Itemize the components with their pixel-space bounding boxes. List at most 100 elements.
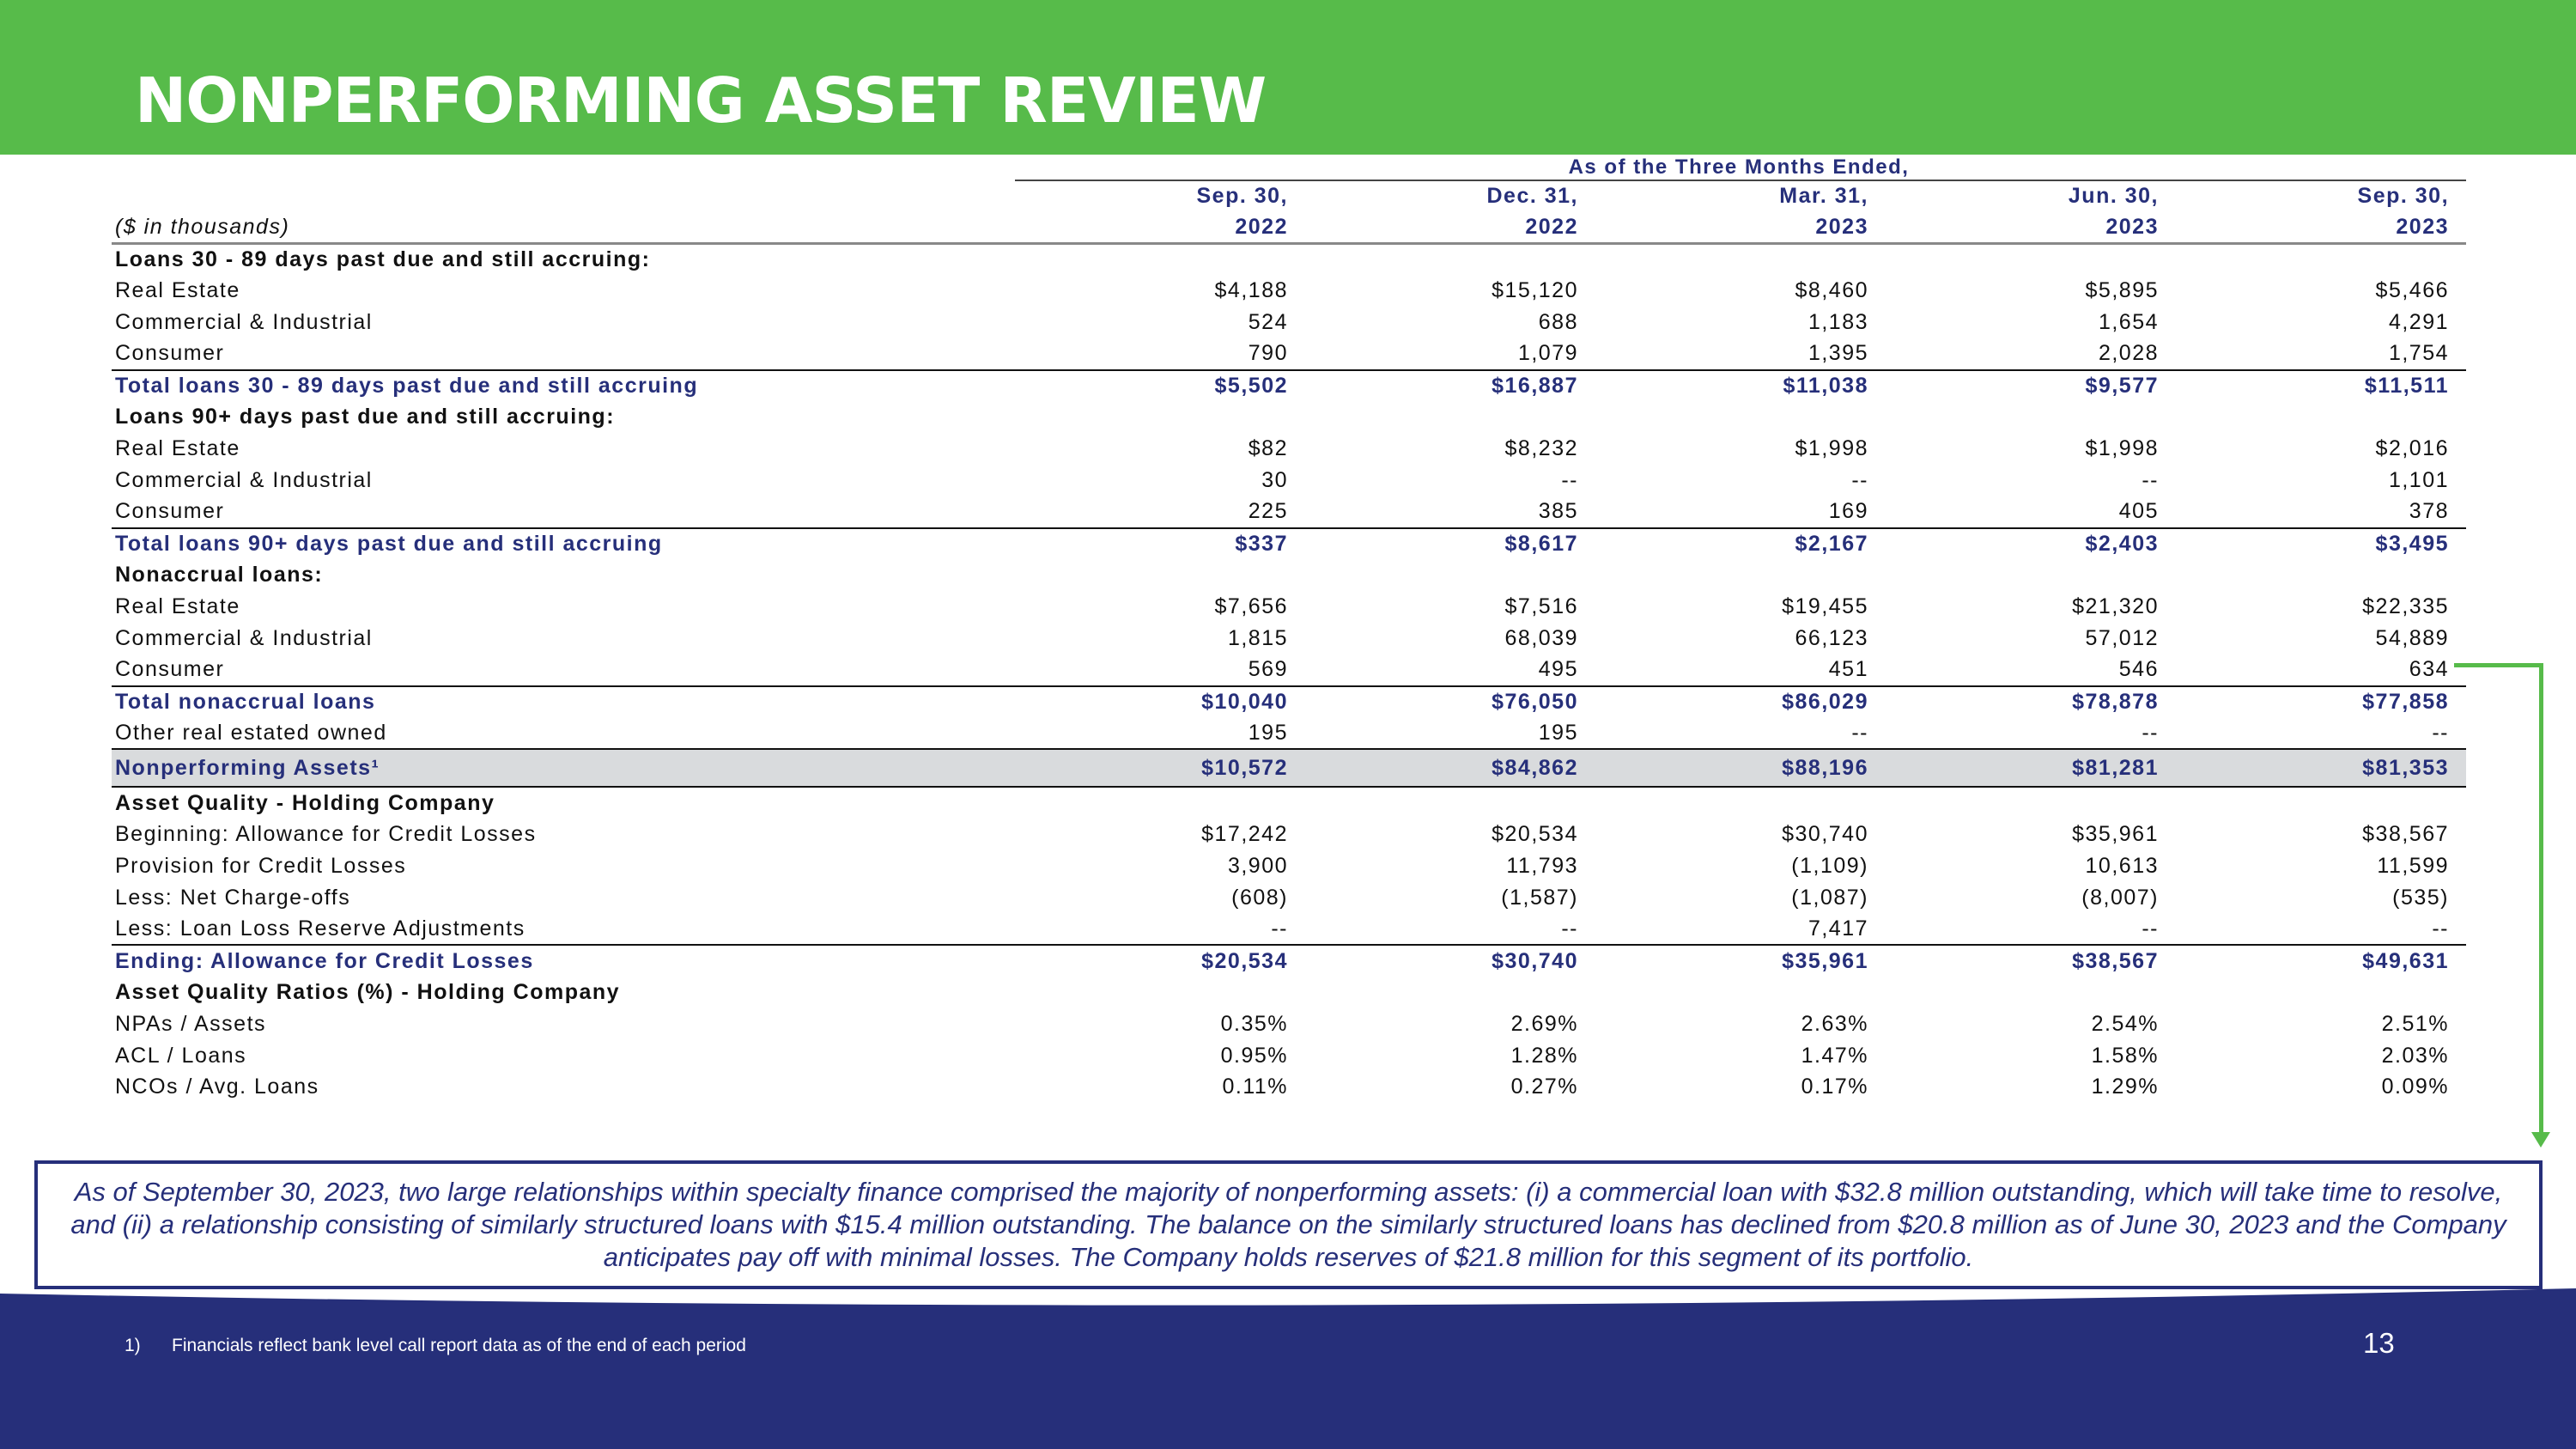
footnote-number: 1) — [125, 1336, 141, 1355]
cell-value: $2,016 — [2375, 436, 2450, 461]
cell-value: 169 — [1828, 499, 1868, 524]
period-month: Jun. 30, — [2068, 184, 2159, 209]
page-title: NONPERFORMING ASSET REVIEW — [135, 64, 1267, 137]
cell-value: $3,495 — [2176, 527, 2467, 560]
header-row-super: As of the Three Months Ended, — [112, 155, 2467, 181]
empty-cell — [1886, 977, 2176, 1008]
cell-value: 1,754 — [2388, 341, 2450, 366]
table-row: Real Estate $82 $8,232 $1,998 $1,998 $2,016 — [112, 433, 2466, 465]
empty-cell — [1015, 560, 1305, 592]
cell-value: $10,040 — [1015, 685, 1305, 718]
cell-value: $84,862 — [1305, 748, 1595, 788]
cell-value: 1,815 — [1227, 626, 1288, 651]
row-label: Asset Quality Ratios (%) - Holding Compa… — [115, 980, 621, 1005]
cell-value: -- — [2142, 916, 2159, 941]
cell-value: 1,101 — [2388, 468, 2450, 493]
table-row: Beginning: Allowance for Credit Losses $1… — [112, 819, 2466, 850]
empty-cell — [2176, 402, 2466, 434]
empty-cell — [1886, 244, 2176, 276]
cell-value: -- — [1561, 468, 1578, 493]
table-row: Real Estate $4,188 $15,120 $8,460 $5,895 $5,4… — [112, 275, 2466, 307]
row-label: Consumer — [115, 341, 225, 366]
cell-value: 66,123 — [1795, 626, 1868, 651]
empty-cell — [2176, 787, 2466, 819]
row-label: Commercial & Industrial — [115, 626, 373, 651]
row-label: Real Estate — [115, 594, 240, 619]
table-row: NCOs / Avg. Loans 0.11% 0.27% 0.17% 1.29% 0.0… — [112, 1072, 2466, 1104]
cell-value: 54,889 — [2375, 626, 2450, 651]
cell-value: $82 — [1248, 436, 1288, 461]
cell-value: $38,567 — [2362, 822, 2450, 847]
row-label: Total nonaccrual loans — [112, 685, 1015, 718]
cell-value: $30,740 — [1305, 944, 1595, 977]
callout-arrow-icon — [2531, 1132, 2550, 1148]
cell-value: 2.63% — [1801, 1011, 1868, 1036]
cell-value: 68,039 — [1504, 626, 1578, 651]
cell-value: $7,516 — [1504, 594, 1578, 619]
empty-cell — [1886, 787, 2176, 819]
cell-value: 378 — [2409, 499, 2450, 524]
cell-value: 405 — [2118, 499, 2159, 524]
cell-value: 2.69% — [1510, 1011, 1578, 1036]
cell-value: $35,961 — [1595, 944, 1886, 977]
table-row: Other real estated owned 195 195 -- -- -- — [112, 718, 2466, 750]
header-row-years: ($ in thousands) 2022 2022 2023 2023 202… — [112, 211, 2467, 246]
cell-value: $88,196 — [1595, 748, 1886, 788]
nonperforming-assets-row: Nonperforming Assets¹ $10,572 $84,862 $88,1… — [112, 748, 2467, 788]
cell-value: 1,654 — [2098, 310, 2159, 335]
cell-value: 0.11% — [1222, 1075, 1288, 1099]
cell-value: 195 — [1248, 720, 1288, 745]
cell-value: 451 — [1828, 657, 1868, 682]
cell-value: $49,631 — [2176, 944, 2467, 977]
cell-value: $2,403 — [1886, 527, 2176, 560]
cell-value: $10,572 — [1015, 748, 1305, 788]
empty-cell — [2176, 560, 2466, 592]
period-super-header: As of the Three Months Ended, — [1015, 155, 2467, 181]
empty-cell — [1015, 977, 1305, 1008]
table-row: Provision for Credit Losses 3,900 11,793 (1… — [112, 850, 2466, 882]
header-band — [0, 0, 2576, 155]
empty-cell — [1015, 787, 1305, 819]
empty-cell — [1886, 560, 2176, 592]
table-row: NPAs / Assets 0.35% 2.69% 2.63% 2.54% 2.51% — [112, 1008, 2466, 1040]
commentary-callout-box: As of September 30, 2023, two large rela… — [34, 1160, 2543, 1289]
cell-value: $8,460 — [1795, 278, 1868, 303]
cell-value: 569 — [1248, 657, 1288, 682]
empty-cell — [1595, 402, 1886, 434]
table-body: Loans 30 - 89 days past due and still ac… — [112, 244, 2467, 1104]
empty-cell — [1015, 402, 1305, 434]
cell-value: 1.58% — [2091, 1043, 2159, 1068]
cell-value: $30,740 — [1782, 822, 1868, 847]
cell-value: 2.51% — [2381, 1011, 2450, 1036]
empty-cell — [1305, 977, 1595, 1008]
table-row: Commercial & Industrial 1,815 68,039 66,123… — [112, 623, 2466, 654]
total-row: Total nonaccrual loans $10,040 $76,050 $86,… — [112, 685, 2467, 718]
cell-value: (535) — [2392, 885, 2450, 910]
cell-value: $20,534 — [1492, 822, 1578, 847]
section-header-row: Asset Quality Ratios (%) - Holding Compa… — [112, 977, 2466, 1008]
period-year: 2023 — [1886, 211, 2176, 246]
period-month: Sep. 30, — [2357, 184, 2450, 209]
header-row-months: Sep. 30, Dec. 31, Mar. 31, Jun. 30, Sep.… — [112, 180, 2466, 212]
callout-connector-vertical — [2539, 663, 2543, 1138]
cell-value: (1,087) — [1791, 885, 1868, 910]
footer-band — [0, 1288, 2576, 1449]
table-row: Real Estate $7,656 $7,516 $19,455 $21,320 $22… — [112, 591, 2466, 623]
cell-value: 0.27% — [1510, 1075, 1578, 1099]
cell-value: $35,961 — [2072, 822, 2159, 847]
cell-value: -- — [1851, 720, 1868, 745]
cell-value: $337 — [1015, 527, 1305, 560]
cell-value: 688 — [1538, 310, 1578, 335]
cell-value: $2,167 — [1595, 527, 1886, 560]
nonperforming-asset-table: As of the Three Months Ended, Sep. 30, D… — [112, 155, 2467, 1104]
cell-value: $19,455 — [1782, 594, 1868, 619]
units-label: ($ in thousands) — [112, 211, 1015, 246]
empty-cell — [1595, 977, 1886, 1008]
table-row: Less: Loan Loss Reserve Adjustments -- -- 7… — [112, 914, 2466, 946]
cell-value: $8,232 — [1504, 436, 1578, 461]
cell-value: $78,878 — [1886, 685, 2176, 718]
cell-value: 1,079 — [1517, 341, 1578, 366]
cell-value: $81,353 — [2176, 748, 2467, 788]
cell-value: 0.17% — [1801, 1075, 1868, 1099]
cell-value: -- — [2142, 468, 2159, 493]
